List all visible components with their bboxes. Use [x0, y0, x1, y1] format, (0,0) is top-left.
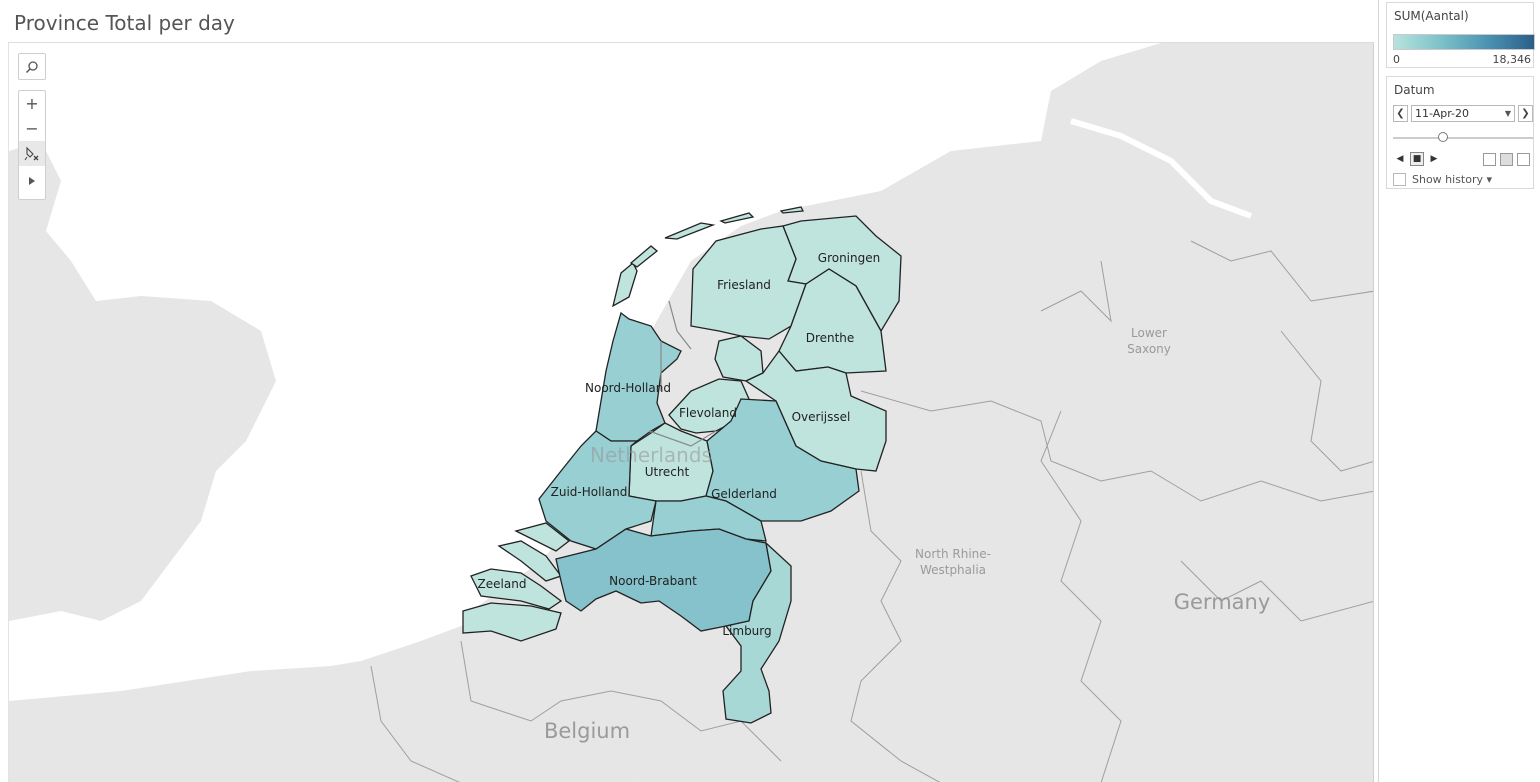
label-flevoland: Flevoland: [679, 406, 737, 420]
date-slider-track[interactable]: [1393, 137, 1533, 139]
prev-date-button[interactable]: ❮: [1393, 105, 1408, 122]
border-lines: [370, 240, 1373, 782]
date-slider-thumb[interactable]: [1438, 132, 1448, 142]
label-lower-saxony-1: Lower: [1131, 326, 1167, 340]
step-back-icon[interactable]: ◀: [1396, 154, 1404, 164]
province-island-5[interactable]: [779, 206, 805, 214]
province-zeeland[interactable]: [470, 568, 563, 610]
label-friesland: Friesland: [717, 278, 771, 292]
label-groningen: Groningen: [818, 251, 880, 265]
legend-gradient: [1393, 34, 1535, 50]
next-date-button[interactable]: ❯: [1518, 105, 1533, 122]
ijsselmeer-dike: [648, 300, 717, 447]
province-shapes[interactable]: [462, 206, 902, 724]
province-limburg[interactable]: [722, 541, 792, 724]
filter-title: Datum: [1394, 83, 1435, 97]
date-filter-card: Datum ❮ 11-Apr-20 ▼ ❯ ◀ ■ ▶ Show history…: [1386, 76, 1534, 189]
page-title: Province Total per day: [14, 11, 235, 35]
province-island-1[interactable]: [612, 261, 638, 308]
label-netherlands: Netherlands: [590, 443, 712, 467]
map-zoom-toolbar: + −: [18, 90, 46, 200]
speed-medium-icon[interactable]: [1500, 153, 1513, 166]
label-limburg: Limburg: [722, 624, 771, 638]
label-overijssel: Overijssel: [792, 410, 851, 424]
legend-title: SUM(Aantal): [1394, 9, 1469, 23]
province-island-4[interactable]: [719, 212, 755, 224]
speed-slow-icon[interactable]: [1483, 153, 1496, 166]
label-noord-holland: Noord-Holland: [585, 381, 671, 395]
play-arrow-icon[interactable]: [19, 166, 45, 196]
label-zuid-holland: Zuid-Holland: [551, 485, 628, 499]
province-island-2[interactable]: [629, 245, 659, 268]
stop-icon[interactable]: ■: [1410, 152, 1424, 166]
play-icon[interactable]: ▶: [1430, 154, 1438, 164]
label-nrw-2: Westphalia: [920, 563, 986, 577]
province-zeeland-4[interactable]: [462, 602, 562, 642]
elbe-river: [1070, 118, 1253, 219]
show-history-checkbox[interactable]: [1393, 173, 1406, 186]
zoom-out-button[interactable]: −: [25, 119, 39, 138]
label-nrw-1: North Rhine-: [915, 547, 991, 561]
show-history-label[interactable]: Show history ▾: [1412, 173, 1493, 186]
label-gelderland: Gelderland: [711, 487, 777, 501]
label-germany: Germany: [1174, 590, 1271, 614]
speed-fast-icon[interactable]: [1517, 153, 1530, 166]
england-land: [9, 141, 276, 621]
magnifier-icon[interactable]: [19, 54, 45, 79]
map-canvas[interactable]: Netherlands Belgium Germany Lower Saxony…: [9, 43, 1374, 782]
date-dropdown[interactable]: 11-Apr-20 ▼: [1411, 105, 1515, 122]
chevron-down-icon: ▼: [1504, 109, 1511, 118]
legend-max: 18,346: [1492, 53, 1532, 66]
label-belgium: Belgium: [544, 719, 630, 743]
label-zeeland: Zeeland: [478, 577, 527, 591]
right-panel: SUM(Aantal) 0 18,346 Datum ❮ 11-Apr-20 ▼…: [1378, 0, 1540, 782]
color-legend: SUM(Aantal) 0 18,346: [1386, 2, 1535, 68]
legend-min: 0: [1393, 53, 1400, 66]
label-utrecht: Utrecht: [645, 465, 690, 479]
date-value: 11-Apr-20: [1415, 107, 1470, 120]
map-search-toolbar: [18, 53, 46, 80]
map-view[interactable]: Netherlands Belgium Germany Lower Saxony…: [8, 42, 1374, 782]
zoom-in-button[interactable]: +: [25, 94, 39, 113]
france-land: [9, 626, 641, 782]
pin-reset-icon[interactable]: [19, 141, 45, 166]
province-zeeland-3[interactable]: [514, 522, 571, 552]
label-drenthe: Drenthe: [806, 331, 855, 345]
province-island-3[interactable]: [664, 222, 716, 240]
label-noord-brabant: Noord-Brabant: [609, 574, 697, 588]
label-lower-saxony-2: Saxony: [1127, 342, 1171, 356]
